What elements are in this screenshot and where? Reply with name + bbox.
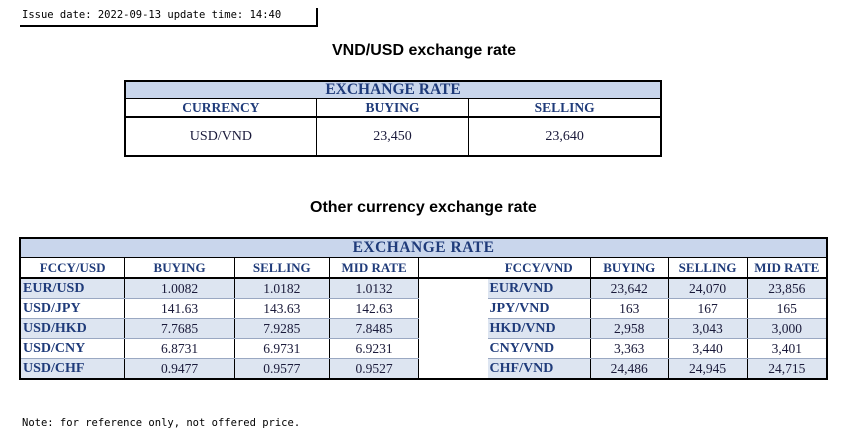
buying-header: BUYING — [124, 257, 235, 279]
selling-cell: 24,070 — [667, 278, 748, 299]
table-row: USD/CHF 0.9477 0.9577 0.9527 CHF/VND 24,486 24… — [20, 358, 827, 379]
pair-cell: CNY/VND — [487, 338, 591, 359]
currency-cell: USD/VND — [189, 128, 253, 144]
pair-cell: USD/CHF — [20, 358, 125, 379]
table-row: USD/HKD 7.7685 7.9285 7.8485 HKD/VND 2,958 3,0… — [20, 318, 827, 339]
pair-cell: EUR/USD — [20, 278, 125, 299]
buying-cell: 7.7685 — [124, 318, 235, 339]
buying-cell: 2,958 — [589, 318, 669, 339]
table-row: EUR/USD 1.0082 1.0182 1.0132 EUR/VND 23,642 24… — [20, 278, 827, 299]
selling-cell: 167 — [667, 298, 748, 319]
pair-cell: USD/HKD — [20, 318, 125, 339]
gap-cell — [418, 278, 488, 299]
selling-cell: 7.9285 — [233, 318, 330, 339]
selling-cell: 23,640 — [468, 117, 661, 156]
buying-cell: 3,363 — [589, 338, 669, 359]
buying-cell: 1.0082 — [124, 278, 235, 299]
table-row: USD/CNY 6.8731 6.9731 6.9231 CNY/VND 3,363 3,4… — [20, 338, 827, 359]
selling-cell: 3,440 — [667, 338, 748, 359]
mid-rate-cell: 24,715 — [746, 358, 827, 379]
pair-cell: EUR/VND — [487, 278, 591, 299]
mid-rate-cell: 7.8485 — [328, 318, 419, 339]
issue-date-text: Issue date: 2022-09-13 update time: 14:4… — [22, 9, 282, 21]
mid-rate-cell: 0.9527 — [328, 358, 419, 379]
gap-cell — [418, 358, 488, 379]
buying-cell: 23,642 — [589, 278, 669, 299]
pair-cell: JPY/VND — [487, 298, 591, 319]
selling-cell: 0.9577 — [233, 358, 330, 379]
gap-cell — [418, 318, 488, 339]
mid-rate-cell: 3,401 — [746, 338, 827, 359]
exchange-rate-band: EXCHANGE RATE — [20, 238, 827, 258]
table-row: USD/JPY 141.63 143.63 142.63 JPY/VND 163 167 16… — [20, 298, 827, 319]
gap-cell — [418, 298, 488, 319]
selling-header: SELLING — [468, 98, 661, 118]
pair-cell: CHF/VND — [487, 358, 591, 379]
buying-cell: 163 — [589, 298, 669, 319]
buying-cell: 0.9477 — [124, 358, 235, 379]
mid-rate-cell: 165 — [746, 298, 827, 319]
note-text: Note: for reference only, not offered pr… — [22, 417, 301, 429]
gap-cell — [418, 257, 488, 279]
currency-header: CURRENCY — [125, 98, 317, 118]
selling-cell: 1.0182 — [233, 278, 330, 299]
issue-info: Issue date: 2022-09-13 update time: 14:4… — [20, 8, 318, 27]
fccy-usd-header: FCCY/USD — [20, 257, 125, 279]
mid-rate-header: MID RATE — [746, 257, 827, 279]
selling-header: SELLING — [233, 257, 330, 279]
mid-rate-cell: 142.63 — [328, 298, 419, 319]
buying-cell: 6.8731 — [124, 338, 235, 359]
vnd-usd-title: VND/USD exchange rate — [332, 42, 517, 59]
exchange-rate-band: EXCHANGE RATE — [125, 81, 661, 99]
pair-cell: HKD/VND — [487, 318, 591, 339]
other-currency-table: EXCHANGE RATE FCCY/USD BUYING SELLING MI… — [19, 237, 828, 380]
selling-cell: 24,945 — [667, 358, 748, 379]
selling-cell: 6.9731 — [233, 338, 330, 359]
selling-cell: 3,043 — [667, 318, 748, 339]
mid-rate-cell: 23,856 — [746, 278, 827, 299]
fccy-vnd-header: FCCY/VND — [487, 257, 591, 279]
buying-header: BUYING — [315, 98, 469, 118]
selling-header: SELLING — [667, 257, 748, 279]
selling-cell: 143.63 — [233, 298, 330, 319]
buying-cell: 24,486 — [589, 358, 669, 379]
mid-rate-cell: 6.9231 — [328, 338, 419, 359]
gap-cell — [418, 338, 488, 359]
buying-cell: 23,450 — [315, 117, 469, 156]
mid-rate-cell: 1.0132 — [328, 278, 419, 299]
buying-cell: 141.63 — [124, 298, 235, 319]
table-row: USD/VND 23,450 23,640 — [125, 117, 661, 156]
vnd-usd-table: EXCHANGE RATE CURRENCY BUYING SELLING US… — [124, 80, 662, 157]
pair-cell: USD/CNY — [20, 338, 125, 359]
other-currency-title: Other currency exchange rate — [310, 199, 537, 216]
pair-cell: USD/JPY — [20, 298, 125, 319]
mid-rate-header: MID RATE — [328, 257, 419, 279]
buying-header: BUYING — [589, 257, 669, 279]
mid-rate-cell: 3,000 — [746, 318, 827, 339]
